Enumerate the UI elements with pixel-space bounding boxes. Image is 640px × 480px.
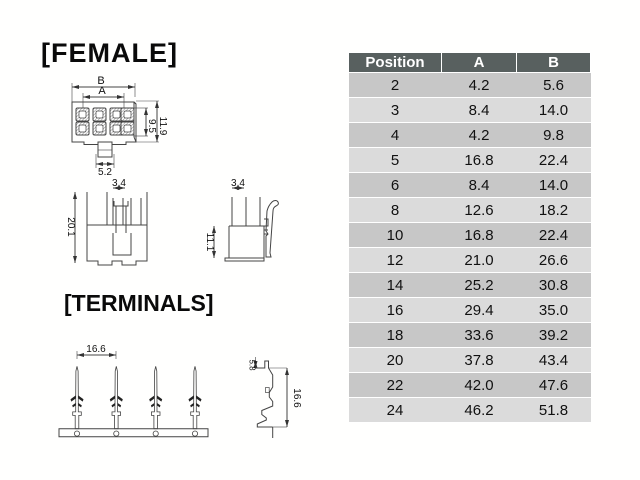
svg-text:20.1: 20.1 (65, 217, 76, 237)
svg-text:3.4: 3.4 (231, 178, 245, 189)
svg-text:16.6: 16.6 (291, 388, 302, 408)
svg-text:11.1: 11.1 (204, 233, 215, 252)
svg-text:16.6: 16.6 (86, 344, 106, 355)
svg-text:5.2: 5.2 (98, 167, 112, 178)
svg-text:5.8: 5.8 (248, 359, 257, 371)
svg-text:9.5: 9.5 (146, 119, 157, 133)
svg-text:A: A (98, 85, 106, 97)
svg-text:3.4: 3.4 (112, 178, 126, 189)
svg-text:11.9: 11.9 (157, 117, 168, 136)
